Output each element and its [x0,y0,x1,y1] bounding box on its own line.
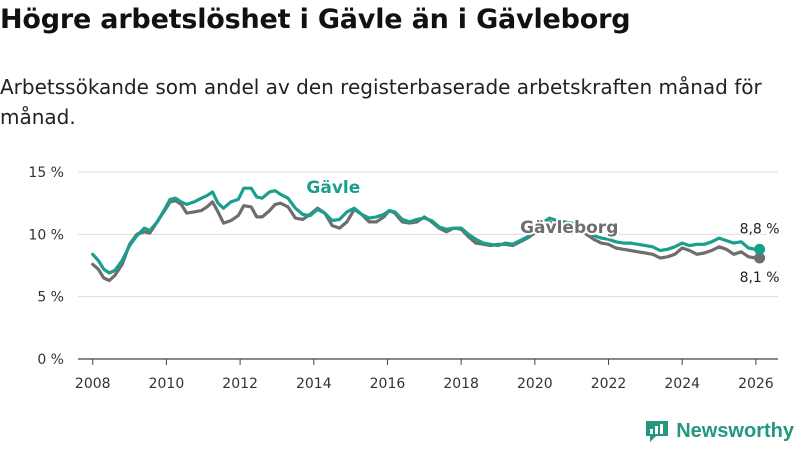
x-tick-label: 2014 [296,376,332,392]
x-tick-label: 2012 [222,376,258,392]
axes: 0 % 5 % 10 % 15 % 2008 2010 2012 2014 2016 2018 20… [28,165,778,392]
y-tick-label: 15 % [28,165,64,181]
x-tick-label: 2024 [664,376,700,392]
series-lines [91,186,766,283]
y-tick-label: 0 % [37,352,64,368]
brand-name: Newsworthy [676,419,794,442]
series-label-gävle: Gävle [306,178,360,198]
x-tick-label: 2026 [738,376,774,392]
y-tick-label: 5 % [37,290,64,306]
end-point-gävleborg [754,252,766,264]
x-tick-label: 2022 [591,376,627,392]
newsworthy-logo-icon [646,421,669,442]
end-value-label-gävle: 8,8 % [740,221,780,237]
chart-title: Högre arbetslöshet i Gävle än i Gävlebor… [0,4,631,35]
series-line-gävleborg [91,199,762,283]
chart-subtitle: Arbetssökande som andel av den registerb… [0,75,762,129]
series-labels: Gävle Gävleborg 8,8 % 8,1 % [304,176,781,287]
gridlines [78,171,778,298]
y-tick-label: 10 % [28,227,64,243]
series-label-gävleborg: Gävleborg [520,218,618,238]
newsworthy-brand[interactable]: Newsworthy [644,418,794,444]
x-tick-label: 2020 [517,376,553,392]
series-line-gävle [91,186,762,275]
x-tick-label: 2018 [443,376,479,392]
end-point-gävle [754,243,766,255]
x-tick-label: 2010 [149,376,185,392]
x-tick-label: 2008 [75,376,111,392]
end-value-label-gävleborg: 8,1 % [740,270,780,286]
x-tick-label: 2016 [370,376,406,392]
